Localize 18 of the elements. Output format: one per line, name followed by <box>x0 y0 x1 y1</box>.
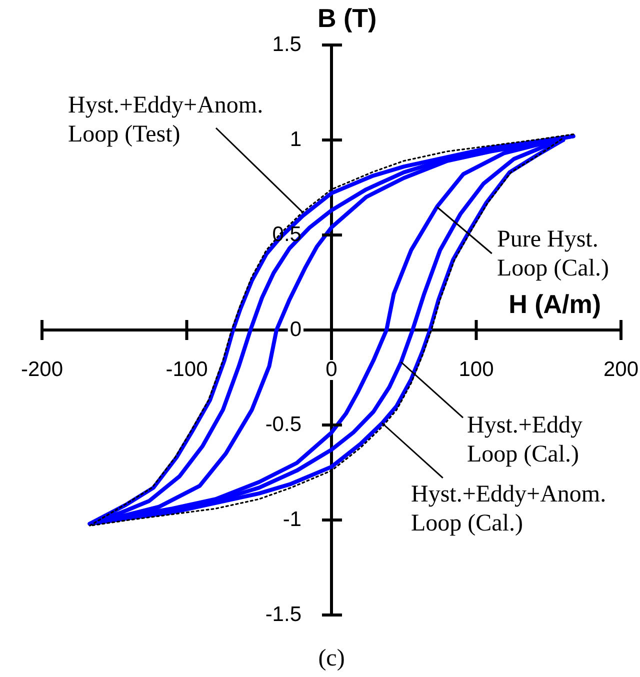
x-tick-label: -100 <box>166 358 208 381</box>
y-tick-label: 1.5 <box>272 32 302 56</box>
annotation: Hyst.+Eddy+Anom. Loop (Test) <box>68 92 264 148</box>
x-tick-label: 0 <box>326 358 338 381</box>
y-tick-label: -1 <box>282 508 302 531</box>
y-tick-label: 0 <box>290 318 302 341</box>
x-tick-label: -200 <box>20 358 64 381</box>
y-axis-title: B (T) <box>318 3 377 34</box>
y-tick-label: -1.5 <box>265 602 302 626</box>
text: (c) <box>318 645 345 672</box>
x-tick-label: 200 <box>603 358 639 381</box>
x-axis-title: H (A/m) <box>508 289 601 320</box>
y-tick-label: 1 <box>290 128 302 151</box>
annotation: Hyst.+Eddy Loop (Cal.) <box>467 412 583 468</box>
x-tick-label: 100 <box>458 358 494 381</box>
annotation: Hyst.+Eddy+Anom. Loop (Cal.) <box>411 481 606 536</box>
y-tick-label: -0.5 <box>265 412 302 436</box>
annotation: Pure Hyst. Loop (Cal.) <box>497 226 609 282</box>
